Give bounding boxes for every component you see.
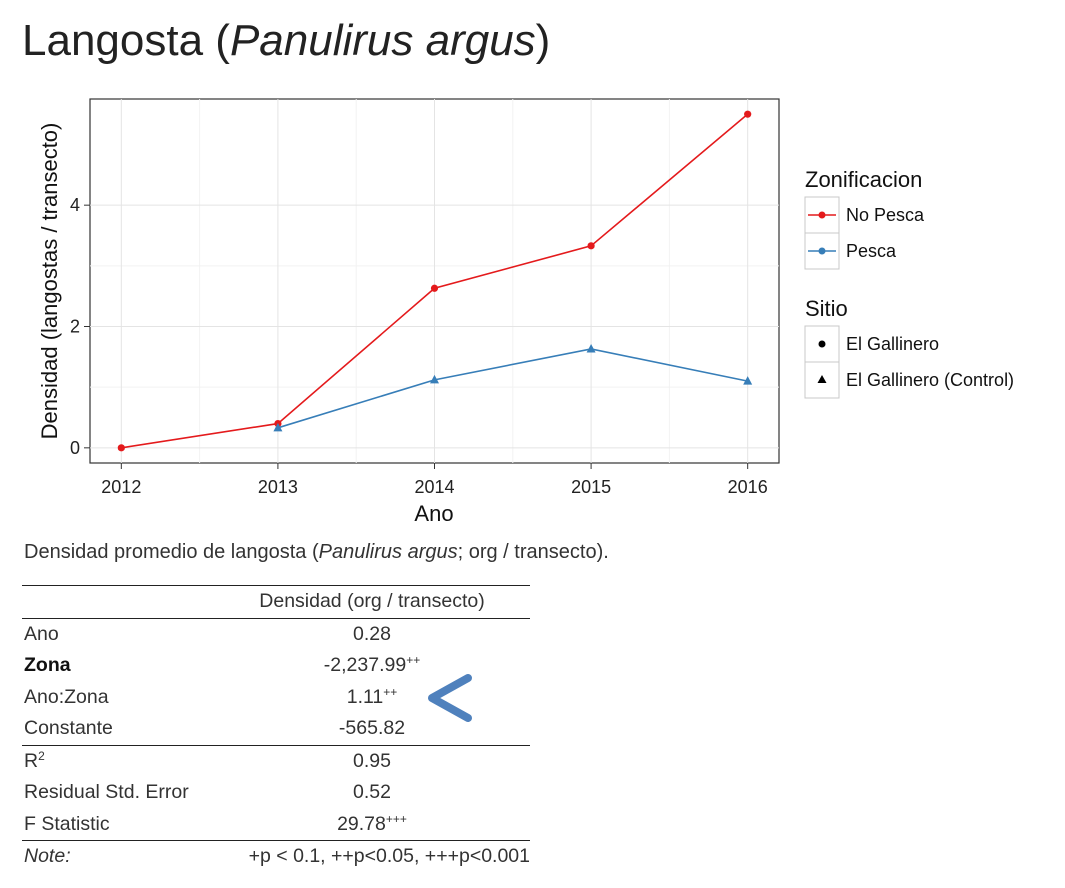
row-value-number: -2,237.99 [323,654,407,676]
table-stat-row: R2 0.95 [22,745,530,777]
row-value-sig: ++ [406,653,421,667]
note-text: +p < 0.1, ++p<0.05, +++p<0.001 [248,845,530,867]
title-prefix: Langosta ( [22,16,230,65]
data-point-pesca [273,422,283,432]
legend-label-el-gallinero: El Gallinero [846,334,939,354]
legend-label-pesca: Pesca [846,241,897,261]
stat-value: 0.52 [214,777,530,809]
title-species: Panulirus argus [229,16,536,65]
data-point-no-pesca [430,284,439,292]
row-label: Constante [22,713,214,746]
data-point-pesca [743,376,753,385]
stat-value-number: 0.95 [353,749,391,772]
stat-value-number: 0.52 [353,781,391,803]
caption-prefix: Densidad promedio de langosta ( [24,541,319,563]
row-value-number: 1.11 [346,685,384,708]
legend-label-no-pesca: No Pesca [846,205,925,225]
x-tick-label: 2016 [728,477,768,497]
y-tick-label: 2 [70,317,80,337]
legend-color-title: Zonificacion [805,167,922,192]
legend-key-pesca [804,232,840,270]
arrow-head-layer [428,674,472,722]
row-value-number: -565.82 [338,717,406,739]
legend-shape-title: Sitio [805,296,848,321]
row-label: Zona [24,654,71,676]
table-row: Ano:Zona 1.11++ [22,682,530,714]
data-point-no-pesca [587,242,595,250]
stat-value-number: 29.78 [337,812,386,835]
table-row: Zona -2,237.99++ [22,650,530,682]
stat-label: Residual Std. Error [24,781,189,803]
table-note-row: Note: +p < 0.1, ++p<0.05, +++p<0.001 [22,841,530,873]
row-value: 1.11++ [214,682,530,714]
stat-value-sig: +++ [385,811,407,826]
caption-suffix: ; org / transecto). [457,541,609,563]
x-tick-label: 2013 [258,477,298,497]
stat-value: 0.95 [214,745,530,777]
stat-value: 29.78+++ [214,808,530,841]
legend-marker-triangle [817,375,827,383]
row-label: Ano:Zona [24,685,109,708]
legend-label-el-gallinero-control: El Gallinero (Control) [846,370,1014,390]
axis-layer: 2012 2013 2014 2015 2016 0 2 4 [70,195,768,497]
row-value: 0.28 [214,618,530,650]
table-row: Constante -565.82 [22,713,530,746]
row-label: Ano [24,622,59,645]
y-axis-label: Densidad (langostas / transecto) [37,123,62,440]
legend-key-box [804,361,840,399]
legend-key-el-gallinero [804,325,840,363]
row-value: -2,237.99++ [214,650,530,682]
title-suffix: ) [535,16,551,65]
stat-label-sup: 2 [38,748,45,763]
table-stat-row: Residual Std. Error 0.52 [22,777,530,809]
x-tick-label: 2015 [571,477,611,497]
chart-caption: Densidad promedio de langosta (Panulirus… [24,541,609,564]
table-row: Ano 0.28 [22,618,530,650]
table-header-blank [22,585,214,619]
data-point-pesca [586,343,596,353]
table-header: Densidad (org / transecto) [214,585,530,619]
data-point-pesca [430,374,439,384]
x-tick-label: 2012 [101,477,141,497]
row-value-sig: ++ [383,684,398,699]
page-title: Langosta (Panulirus argus) [22,16,550,66]
y-tick-label: 4 [70,195,80,215]
density-chart: 2012 2013 2014 2015 2016 0 2 4 Ano Densidad (la… [37,98,1014,526]
table-stat-row: F Statistic 29.78+++ [22,808,530,841]
row-value: -565.82 [214,713,530,746]
legend-marker-no-pesca [818,211,826,219]
series-layer [117,110,753,452]
stat-label: F Statistic [22,808,214,841]
legend-key-no-pesca [804,196,840,234]
data-point-no-pesca [744,110,752,118]
stat-label: R2 [22,745,214,777]
data-point-no-pesca [117,444,125,452]
row-value-number: 0.28 [353,622,391,645]
stat-label-base: R [24,749,39,772]
arrow-head [428,674,472,722]
table-header-row: Densidad (org / transecto) [22,585,530,619]
note-label: Note: [24,845,71,867]
x-axis-label: Ano [414,501,453,526]
y-tick-label: 0 [70,438,80,458]
legend-marker-circle [818,340,826,348]
legend-marker-pesca [818,247,826,255]
legend-key-el-gallinero-control [804,361,840,399]
regression-table: Densidad (org / transecto) Ano 0.28 Zona… [22,585,530,873]
x-tick-label: 2014 [414,477,454,497]
series-line-pesca [277,348,748,429]
caption-species: Panulirus argus [318,541,458,563]
grid-layer [90,99,779,463]
